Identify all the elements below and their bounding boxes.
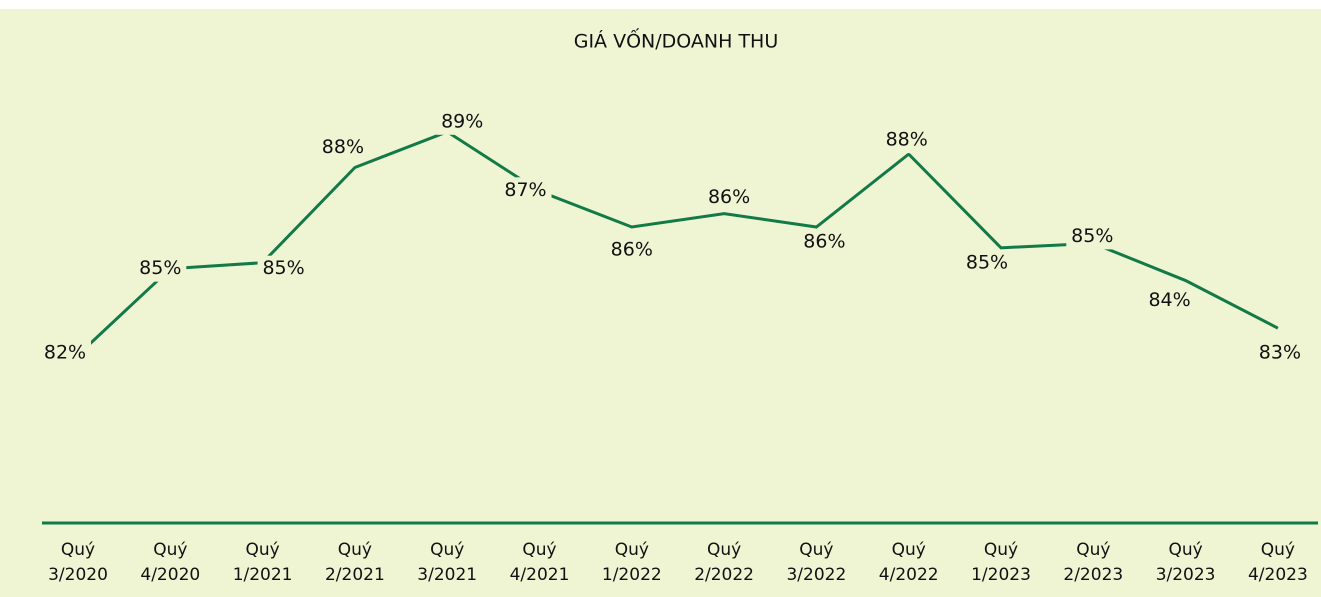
data-label: 86%	[803, 231, 845, 253]
label-background	[257, 255, 310, 282]
data-label: 83%	[1259, 342, 1301, 364]
x-tick-label: Quý 4/2020	[140, 540, 201, 585]
label-background	[961, 249, 1013, 276]
x-tick-label: Quý 4/2022	[878, 540, 939, 585]
label-background	[1066, 223, 1119, 250]
label-background	[1253, 340, 1306, 367]
x-tick-label: Quý 3/2023	[1155, 540, 1216, 585]
x-tick-label: Quý 1/2021	[232, 540, 293, 585]
label-background	[798, 229, 851, 255]
label-background	[605, 237, 658, 263]
label-background	[436, 108, 489, 135]
label-background	[134, 255, 187, 282]
label-background	[1143, 287, 1196, 314]
data-label: 89%	[441, 110, 483, 132]
data-label: 84%	[1148, 289, 1190, 311]
x-tick-label: Quý 4/2021	[509, 540, 570, 585]
label-background	[499, 177, 552, 204]
label-background	[39, 339, 91, 366]
data-label: 85%	[966, 251, 1008, 273]
label-background	[316, 134, 369, 161]
x-tick-label: Quý 3/2020	[48, 540, 108, 585]
data-label: 85%	[262, 257, 304, 279]
data-label: 87%	[504, 179, 546, 201]
x-tick-label: Quý 4/2023	[1247, 540, 1308, 585]
x-tick-label: Quý 3/2022	[786, 540, 847, 585]
data-label: 88%	[322, 136, 364, 158]
x-tick-label: Quý 2/2023	[1063, 540, 1124, 585]
chart-area	[0, 9, 1321, 597]
label-background	[880, 127, 933, 154]
x-tick-label: Quý 2/2021	[324, 540, 385, 585]
label-background	[703, 184, 756, 211]
data-label: 88%	[886, 129, 928, 151]
data-label: 86%	[708, 186, 750, 208]
data-label: 85%	[1071, 225, 1113, 247]
data-label: 86%	[611, 239, 653, 261]
data-label: 82%	[44, 341, 86, 363]
x-tick-label: Quý 1/2022	[601, 540, 662, 585]
data-label: 85%	[139, 257, 181, 279]
x-tick-label: Quý 2/2022	[694, 540, 754, 585]
x-tick-label: Quý 1/2023	[971, 540, 1031, 585]
chart-title: GIÁ VỐN/DOANH THU	[574, 27, 779, 53]
x-tick-label: Quý 3/2021	[417, 540, 478, 585]
